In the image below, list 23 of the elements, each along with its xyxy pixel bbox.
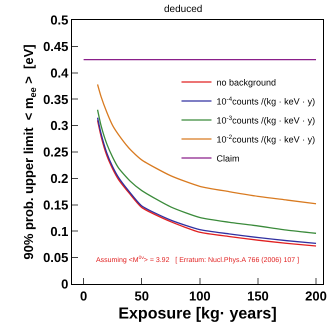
x-tick-label: 0: [80, 288, 88, 304]
y-tick-label: 0.2: [50, 170, 68, 186]
y-tick-label: 0.45: [43, 38, 68, 54]
y-tick-label: 0.35: [43, 92, 68, 107]
x-tick-label: 50: [134, 288, 149, 304]
legend-label: 10$^{-3}$counts /(kg · keV · y): [216, 114, 316, 126]
legend-label: 10$^{-4}$counts /(kg · keV · y): [216, 96, 316, 107]
legend-label: no background: [216, 78, 276, 88]
x-tick-label: 100: [188, 288, 211, 304]
y-tick-label: 0.25: [43, 144, 68, 160]
y-tick-label: 0.05: [43, 250, 68, 266]
chart-title: deduced: [164, 4, 202, 16]
x-tick-label: 200: [305, 288, 327, 304]
y-tick-label: 0: [61, 276, 68, 292]
legend-label: Claim: [216, 154, 240, 164]
x-axis-title: Exposure [kg· years]: [118, 305, 277, 322]
y-tick-label: 0.15: [43, 197, 68, 212]
y-tick-label: 0.4: [50, 65, 70, 80]
x-tick-label: 150: [247, 288, 269, 304]
legend-label: 10$^{-2}$counts /(kg · keV · y): [216, 134, 316, 145]
y-tick-label: 0.3: [50, 118, 68, 134]
y-tick-label: 0.5: [50, 12, 68, 28]
y-tick-label: 0.1: [50, 224, 68, 239]
